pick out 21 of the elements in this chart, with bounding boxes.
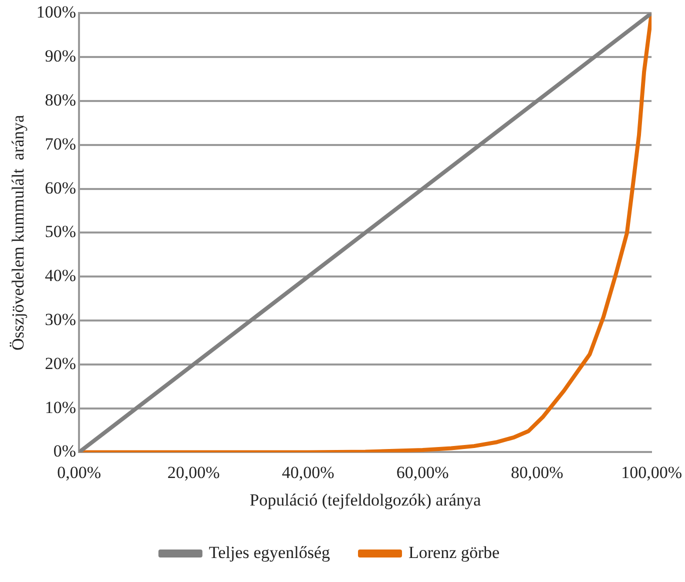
y-tick-label: 0% <box>53 442 76 461</box>
y-tick-label: 30% <box>44 310 76 329</box>
x-axis-title: Populáció (tejfeldolgozók) aránya <box>250 490 482 510</box>
y-tick-label: 90% <box>44 46 76 66</box>
x-tick-label: 0,00% <box>57 462 102 482</box>
y-tick-label: 50% <box>44 222 76 242</box>
y-axis-title: Összjövedelem kummulált aránya <box>8 114 28 350</box>
x-tick-label: 60,00% <box>396 462 449 482</box>
y-tick-label: 60% <box>44 178 76 198</box>
y-tick-label: 100% <box>36 2 76 22</box>
x-tick-label: 20,00% <box>167 462 220 482</box>
x-tick-label: 100,00% <box>621 462 682 482</box>
legend-label: Lorenz görbe <box>408 542 500 562</box>
y-tick-label: 20% <box>44 354 76 373</box>
y-tick-label: 10% <box>44 398 76 417</box>
y-tick-label: 80% <box>44 90 76 110</box>
x-tick-label: 80,00% <box>510 462 564 482</box>
y-tick-label: 70% <box>44 134 76 154</box>
y-tick-label: 40% <box>44 266 76 286</box>
legend-label: Teljes egyenlőség <box>208 542 330 562</box>
x-tick-label: 40,00% <box>282 462 334 482</box>
